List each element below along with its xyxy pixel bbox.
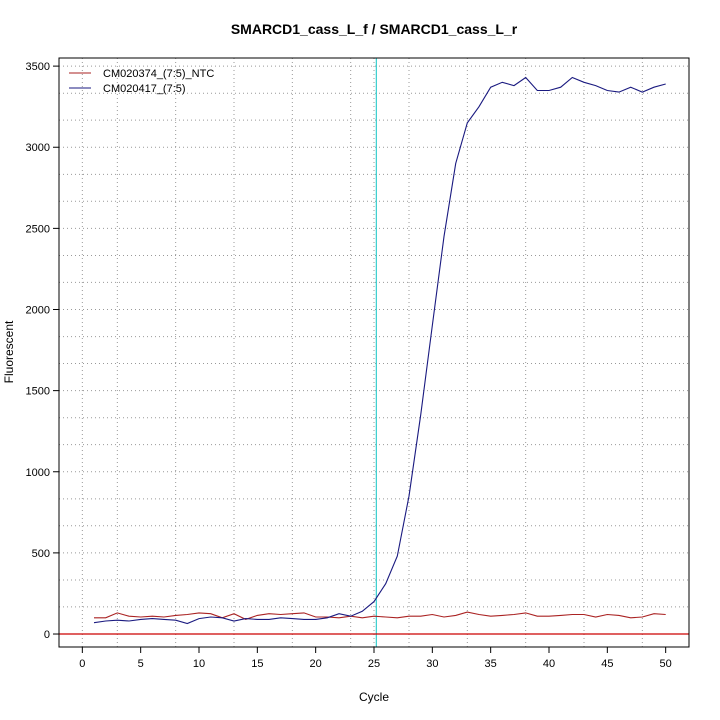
chart-title: SMARCD1_cass_L_f / SMARCD1_cass_L_r (231, 21, 518, 37)
series-lines (93, 76, 666, 625)
legend-label: CM020417_(7:5) (103, 83, 186, 95)
grid-lines (59, 58, 689, 647)
y-axis-label: Fluorescent (2, 320, 16, 383)
y-tick-label: 1000 (26, 467, 50, 479)
x-tick-label: 5 (138, 658, 144, 670)
x-tick-label: 20 (310, 658, 322, 670)
x-tick-label: 0 (79, 658, 85, 670)
x-axis: 0 5 10 15 20 25 30 35 40 45 50 (79, 646, 672, 670)
y-tick-label: 3500 (26, 61, 50, 73)
y-tick-label: 2000 (26, 305, 50, 317)
x-tick-label: 35 (485, 658, 497, 670)
series-line-1 (94, 611, 666, 620)
x-tick-label: 10 (193, 658, 205, 670)
x-tick-label: 25 (368, 658, 380, 670)
y-tick-label: 2500 (26, 223, 50, 235)
x-tick-label: 40 (543, 658, 555, 670)
legend-label: CM020374_(7:5)_NTC (103, 68, 214, 80)
x-axis-label: Cycle (359, 690, 389, 704)
legend: CM020374_(7:5)_NTC CM020417_(7:5) (69, 68, 214, 95)
x-tick-label: 15 (251, 658, 263, 670)
y-axis: 0 500 1000 1500 2000 2500 3000 3500 (26, 61, 59, 641)
x-tick-label: 50 (660, 658, 672, 670)
series-line-2 (93, 76, 666, 625)
y-tick-label: 3000 (26, 142, 50, 154)
y-tick-label: 1500 (26, 386, 50, 398)
y-tick-label: 0 (44, 629, 50, 641)
x-tick-label: 45 (601, 658, 613, 670)
y-tick-label: 500 (32, 548, 50, 560)
reference-lines (59, 58, 689, 647)
x-tick-label: 30 (426, 658, 438, 670)
